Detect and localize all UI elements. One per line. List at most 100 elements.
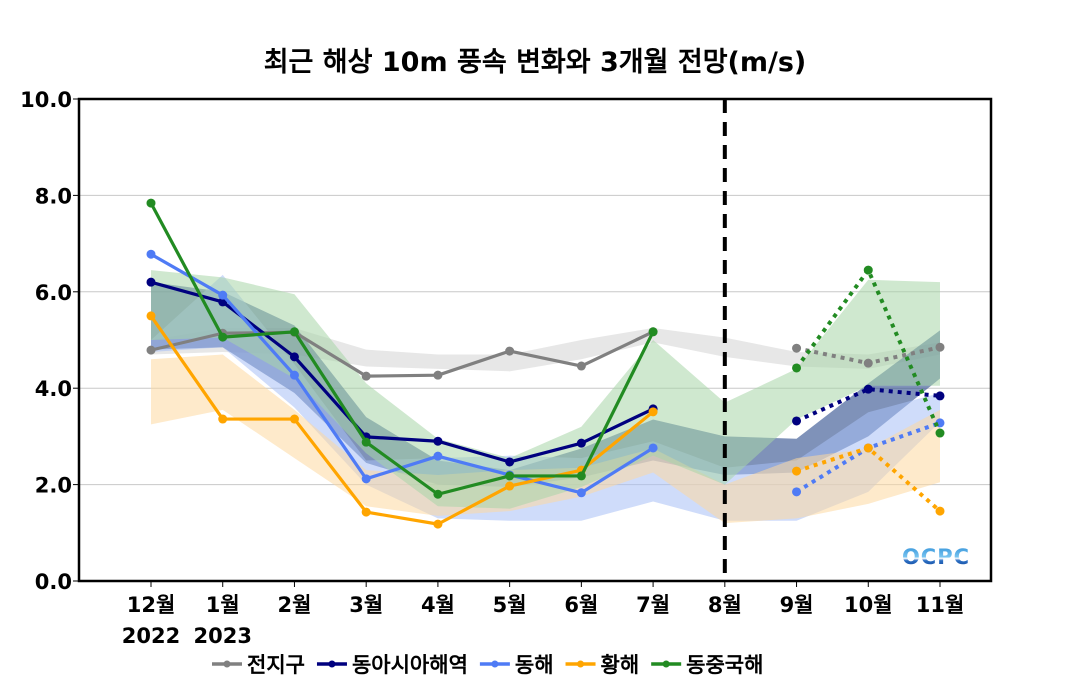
y-tick-label: 2.0	[35, 474, 72, 498]
data-point	[505, 346, 515, 356]
data-point	[935, 342, 945, 352]
data-point	[648, 407, 658, 417]
data-point	[863, 265, 873, 275]
legend-swatch-marker	[223, 660, 231, 668]
data-point	[792, 343, 802, 353]
x-tick-label: 2월	[277, 593, 311, 617]
data-point	[792, 487, 802, 497]
data-point	[289, 352, 299, 362]
data-point	[863, 358, 873, 368]
data-point	[433, 436, 443, 446]
series-1	[146, 277, 945, 467]
band-1	[151, 282, 940, 488]
x-tick-label: 9월	[780, 593, 814, 617]
legend-item: 동중국해	[651, 653, 763, 677]
data-point	[576, 438, 586, 448]
series-4	[146, 198, 945, 499]
x-tick-label: 10월	[844, 593, 893, 617]
data-point	[289, 414, 299, 424]
series-observed-line	[150, 280, 654, 464]
legend-label: 동중국해	[686, 653, 763, 677]
legend: 전지구 동아시아해역 동해 황해 동중국해	[212, 653, 763, 677]
ocpc-logo: OCPC	[902, 545, 970, 569]
data-point	[146, 249, 156, 259]
data-point	[935, 391, 945, 401]
data-point	[935, 428, 945, 438]
data-point	[935, 506, 945, 516]
data-point	[289, 327, 299, 337]
data-point	[792, 363, 802, 373]
x-year-label: 2022	[122, 624, 180, 648]
y-tick-label: 6.0	[35, 281, 72, 305]
data-point	[361, 507, 371, 517]
series-observed-line	[150, 330, 654, 378]
legend-item: 동해	[479, 653, 554, 677]
data-point	[792, 416, 802, 426]
data-point	[433, 519, 443, 529]
legend-item: 전지구	[212, 653, 305, 677]
data-point	[218, 414, 228, 424]
data-point	[648, 327, 658, 337]
data-point	[218, 332, 228, 342]
data-point	[505, 481, 515, 491]
data-point	[792, 466, 802, 476]
y-tick-label: 8.0	[35, 184, 72, 208]
data-point	[433, 451, 443, 461]
y-axis-ticks: 0.0 2.0 4.0 6.0 8.0 10.0	[20, 88, 79, 594]
legend-item: 황해	[565, 653, 640, 677]
x-tick-label: 11월	[916, 593, 965, 617]
y-tick-label: 4.0	[35, 377, 72, 401]
x-tick-label: 3월	[349, 593, 383, 617]
data-point	[146, 277, 156, 287]
series-observed-line	[149, 314, 655, 526]
data-point	[505, 457, 515, 467]
data-point	[289, 370, 299, 380]
series-observed-line	[149, 202, 655, 496]
data-point	[361, 437, 371, 447]
data-point	[863, 384, 873, 394]
y-tick-label: 10.0	[20, 88, 72, 112]
x-tick-label: 6월	[564, 593, 598, 617]
x-tick-label: 8월	[708, 593, 742, 617]
x-tick-label: 7월	[636, 593, 670, 617]
data-point	[218, 290, 228, 300]
data-point	[146, 198, 156, 208]
x-year-label: 2023	[194, 624, 252, 648]
uncertainty-bands	[151, 270, 940, 524]
data-point	[361, 474, 371, 484]
x-tick-label: 1월	[206, 593, 240, 617]
legend-label: 황해	[601, 653, 640, 677]
series-forecast-line	[795, 387, 941, 423]
legend-label: 동해	[515, 653, 554, 677]
data-point	[863, 443, 873, 453]
series-3	[146, 311, 945, 529]
chart-title: 최근 해상 10m 풍속 변화와 3개월 전망(m/s)	[264, 47, 807, 78]
plot-frame	[77, 97, 993, 583]
legend-label: 동아시아해역	[352, 653, 468, 677]
data-point	[648, 443, 658, 453]
data-point	[433, 489, 443, 499]
legend-swatch-marker	[328, 660, 336, 668]
y-tick-label: 0.0	[35, 570, 72, 594]
legend-swatch-marker	[662, 660, 670, 668]
x-tick-label: 5월	[493, 593, 527, 617]
data-point	[361, 371, 371, 381]
legend-label: 전지구	[247, 653, 305, 677]
data-point	[505, 471, 515, 481]
data-point	[146, 311, 156, 321]
series-lines	[146, 198, 945, 529]
band-3	[151, 354, 940, 524]
data-point	[576, 488, 586, 498]
x-tick-label: 4월	[421, 593, 455, 617]
x-tick-label: 12월	[127, 593, 176, 617]
data-point	[576, 471, 586, 481]
band-4	[151, 270, 940, 509]
legend-swatch-marker	[577, 660, 585, 668]
data-point	[433, 370, 443, 380]
x-axis-ticks: 12월 1월 2월 3월 4월 5월 6월 7월 8월 9월 10월 11월 2022 2023	[122, 581, 965, 648]
data-point	[576, 361, 586, 371]
band-0	[151, 327, 940, 372]
data-point	[146, 345, 156, 355]
legend-item: 동아시아해역	[316, 653, 468, 677]
